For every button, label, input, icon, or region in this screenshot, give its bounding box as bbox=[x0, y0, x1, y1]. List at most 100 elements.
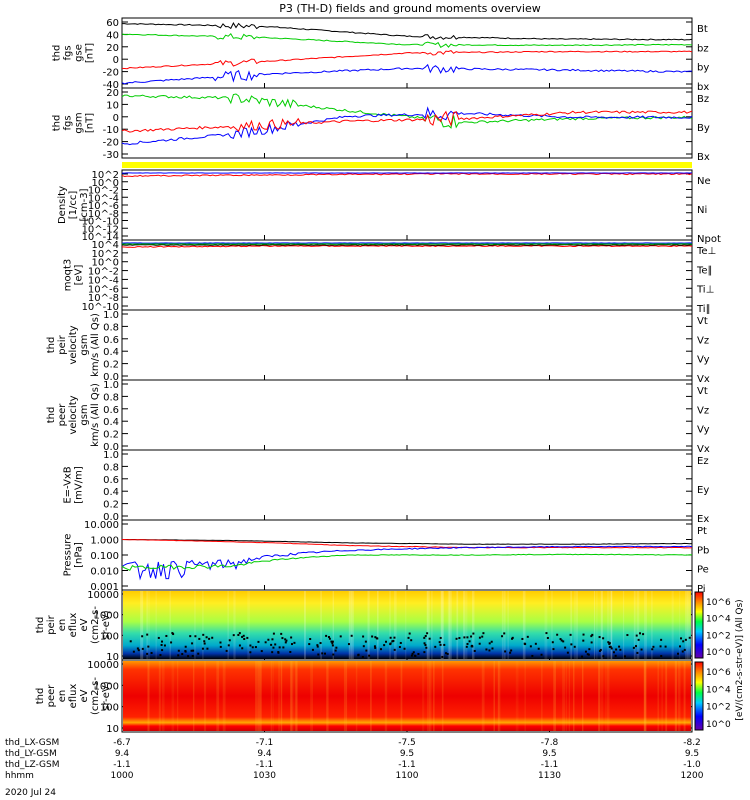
spectrogram-dot bbox=[411, 652, 414, 655]
ylabel-line: thd bbox=[46, 337, 57, 354]
spectrogram-dot bbox=[623, 655, 626, 658]
spectrogram-dot bbox=[582, 633, 585, 636]
series-Bx bbox=[121, 106, 693, 146]
spectrogram-dot bbox=[189, 635, 192, 638]
spectrogram-dot bbox=[534, 642, 537, 645]
spectrogram-dot bbox=[637, 638, 640, 641]
spectrogram-texture bbox=[216, 661, 220, 731]
series-Ne bbox=[121, 172, 693, 178]
spectrogram-dot bbox=[608, 642, 611, 645]
spectrogram-dot bbox=[277, 651, 280, 654]
spectrogram-dot bbox=[590, 635, 593, 638]
spectrogram-dot bbox=[537, 647, 540, 650]
ylabel-line: thd bbox=[35, 688, 46, 705]
axis-row-value: -1.1 bbox=[398, 760, 416, 770]
spectrogram-dot bbox=[201, 647, 204, 650]
spectrogram-dot bbox=[141, 647, 144, 650]
y-tick-label: 0.100 bbox=[90, 551, 119, 562]
spectrogram-dot bbox=[582, 639, 585, 642]
colorbar-tick-label: 10^6 bbox=[706, 598, 731, 608]
spectrogram-dot bbox=[441, 655, 444, 658]
spectrogram-texture bbox=[155, 591, 157, 659]
axis-row-label: thd_LZ-GSM bbox=[5, 760, 60, 770]
spectrogram-texture bbox=[351, 591, 354, 659]
spectrogram-dot bbox=[331, 642, 334, 645]
panel-frame bbox=[121, 379, 693, 451]
spectrogram-dot bbox=[284, 641, 287, 644]
ylabel-line: Density bbox=[57, 186, 68, 224]
y-tick-label: 10000 bbox=[87, 590, 119, 601]
legend-Pi: Pi bbox=[697, 584, 706, 595]
axis-row-value: -7.5 bbox=[398, 738, 416, 748]
spectrogram-dot bbox=[602, 637, 605, 640]
spectrogram-dot bbox=[232, 634, 235, 637]
spectrogram-dot bbox=[161, 649, 164, 652]
spectrogram-dot bbox=[379, 648, 382, 651]
spectrogram-dot bbox=[264, 641, 267, 644]
spectrogram-dot bbox=[417, 653, 420, 656]
y-tick-label: 0.8 bbox=[103, 322, 119, 333]
spectrogram-dot bbox=[683, 648, 686, 651]
spectrogram-texture bbox=[683, 661, 686, 731]
spectrogram-dot bbox=[424, 644, 427, 647]
panel-frame bbox=[121, 87, 693, 159]
spectrogram-dot bbox=[227, 644, 230, 647]
ylabel-line: gse bbox=[74, 44, 85, 62]
colorbar-label: [eV/(cm2-s-str-eV)] (All Qs) bbox=[735, 599, 745, 720]
spectrogram-texture bbox=[522, 591, 526, 659]
spectrogram-dot bbox=[660, 655, 663, 658]
axis-row-label: hhmm bbox=[5, 771, 34, 781]
spectrogram-texture bbox=[515, 661, 519, 731]
spectrogram-dot bbox=[635, 634, 638, 637]
spectrogram-dot bbox=[491, 647, 494, 650]
panel-peir-vel: 1.00.80.60.40.20.0thdpeirvelocitygsmkm/s… bbox=[46, 309, 710, 385]
spectrogram-dot bbox=[446, 652, 449, 655]
spectrogram-dot bbox=[331, 644, 334, 647]
spectrogram-texture bbox=[643, 661, 647, 731]
spectrogram-texture bbox=[643, 661, 647, 731]
legend-by: by bbox=[697, 63, 709, 74]
spectrogram-dot bbox=[632, 646, 635, 649]
y-tick-label: 10.000 bbox=[84, 520, 119, 531]
axis-row-value: 9.4 bbox=[115, 749, 130, 759]
spectrogram-texture bbox=[148, 591, 151, 659]
spectrogram-texture bbox=[687, 591, 690, 659]
spectrogram-dot bbox=[410, 639, 413, 642]
spectrogram-texture bbox=[344, 661, 347, 731]
y-tick-label: 0.8 bbox=[103, 462, 119, 473]
y-tick-label: 0.6 bbox=[103, 405, 119, 416]
legend-Pt: Pt bbox=[697, 526, 707, 537]
spectrogram-dot bbox=[424, 635, 427, 638]
y-tick-label: 10^0 bbox=[92, 178, 119, 189]
spectrogram-texture bbox=[440, 591, 444, 659]
spectrogram-dot bbox=[246, 636, 249, 639]
spectrogram-texture bbox=[389, 591, 392, 659]
spectrogram-texture bbox=[158, 661, 161, 731]
y-tick-label: 0.2 bbox=[103, 500, 119, 511]
spectrogram-dot bbox=[531, 654, 534, 657]
ylabel-line: [cm-3] bbox=[79, 188, 90, 221]
panel-frame bbox=[121, 309, 693, 381]
y-tick-label: -20 bbox=[103, 138, 119, 149]
spectrogram-texture bbox=[343, 661, 346, 731]
axis-row-label: thd_LY-GSM bbox=[5, 749, 57, 759]
spectrogram-dot bbox=[503, 632, 506, 635]
colorbar-tick-label: 10^4 bbox=[706, 685, 731, 695]
y-tick-label: 10^-2 bbox=[88, 267, 119, 278]
spectrogram-dot bbox=[192, 649, 195, 652]
spectrogram-dot bbox=[132, 650, 135, 653]
legend-Ne: Ne bbox=[697, 176, 711, 187]
panel-ylabel: thdpeervelocitygsmkm/s (All Qs) bbox=[46, 383, 101, 447]
spectrogram-dot bbox=[184, 650, 187, 653]
spectrogram-dot bbox=[161, 640, 164, 643]
spectrogram-dot bbox=[267, 638, 270, 641]
legend-Ti⊥: Ti⊥ bbox=[696, 285, 714, 296]
spectrogram-texture bbox=[581, 661, 584, 731]
y-tick-label: 0 bbox=[113, 55, 119, 66]
spectrogram-dot bbox=[190, 649, 193, 652]
y-tick-label: 10^-6 bbox=[88, 201, 119, 212]
spectrogram-texture bbox=[310, 661, 314, 731]
panel-frame bbox=[121, 239, 693, 311]
spectrogram-texture bbox=[441, 661, 444, 731]
